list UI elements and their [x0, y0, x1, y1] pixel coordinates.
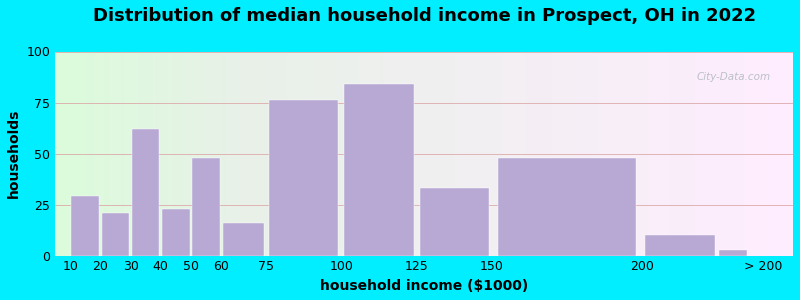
Bar	[222, 223, 264, 256]
Bar	[344, 84, 414, 256]
Bar	[71, 196, 99, 256]
Bar	[192, 158, 220, 256]
Bar	[420, 188, 489, 256]
Bar	[102, 213, 130, 256]
Y-axis label: households: households	[7, 109, 21, 198]
Title: Distribution of median household income in Prospect, OH in 2022: Distribution of median household income …	[93, 7, 756, 25]
X-axis label: household income ($1000): household income ($1000)	[320, 279, 528, 293]
Bar	[269, 100, 338, 256]
Bar	[162, 209, 190, 256]
Bar	[498, 158, 637, 256]
Bar	[132, 129, 159, 256]
Bar	[646, 235, 714, 256]
Bar	[719, 250, 746, 256]
Text: City-Data.com: City-Data.com	[697, 72, 771, 82]
